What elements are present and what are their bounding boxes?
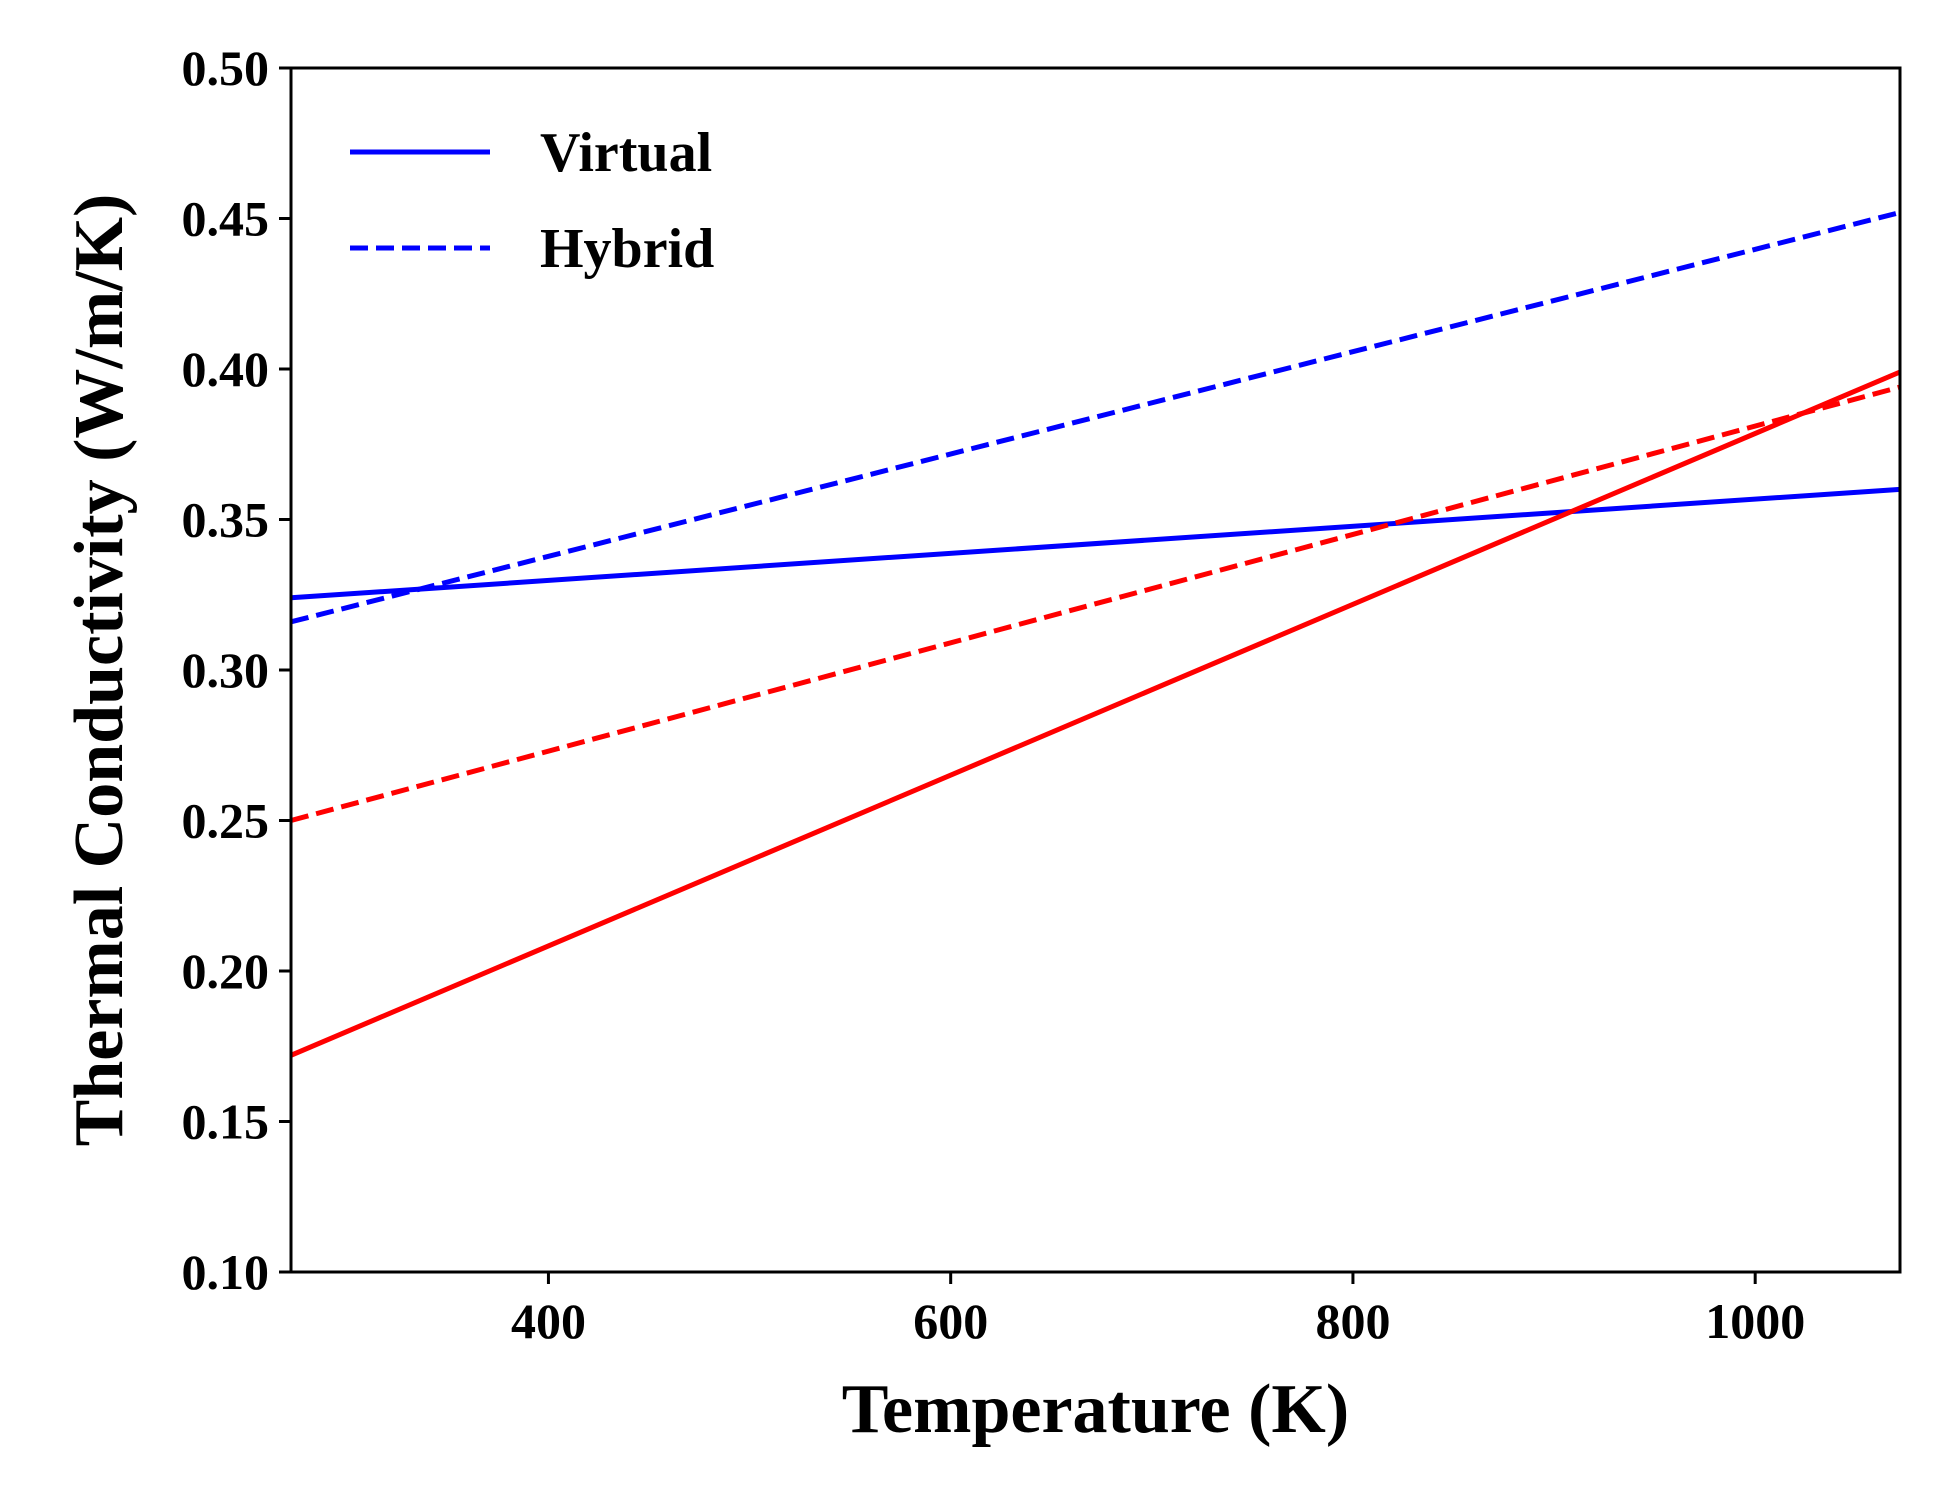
y-tick-label: 0.50 — [182, 40, 270, 96]
y-tick-label: 0.25 — [182, 793, 270, 849]
series-line-2-blue-dashed — [290, 210, 1901, 625]
y-axis-title: Thermal Conductivity (W/m/K) — [61, 194, 138, 1147]
y-tick-label: 0.40 — [182, 341, 270, 397]
legend-label: Virtual — [540, 122, 712, 184]
y-tick-label: 0.45 — [182, 191, 270, 247]
x-tick-label: 600 — [913, 1293, 988, 1349]
x-axis-title: Temperature (K) — [842, 1371, 1349, 1448]
y-tick-label: 0.10 — [182, 1244, 270, 1300]
y-tick-label: 0.15 — [182, 1094, 270, 1150]
y-tick-label: 0.30 — [182, 642, 270, 698]
series-line-3-red-solid — [290, 369, 1901, 1058]
series-line-4-red-dashed — [290, 384, 1901, 823]
legend: Virtual Hybrid — [350, 122, 714, 280]
x-tick-label: 1000 — [1705, 1293, 1805, 1349]
series-layer — [290, 210, 1901, 1058]
x-axis: 400 600 800 1000 — [511, 1272, 1805, 1349]
x-tick-label: 400 — [511, 1293, 586, 1349]
y-tick-label: 0.20 — [182, 943, 270, 999]
plot-frame — [289, 66, 1902, 1274]
x-tick-label: 800 — [1315, 1293, 1390, 1349]
y-tick-label: 0.35 — [182, 492, 270, 548]
y-axis: 0.10 0.15 0.20 0.25 0.30 0.35 0.40 0.45 0.50 — [182, 40, 291, 1300]
legend-label: Hybrid — [540, 218, 714, 280]
series-line-1-blue-solid — [290, 486, 1901, 601]
